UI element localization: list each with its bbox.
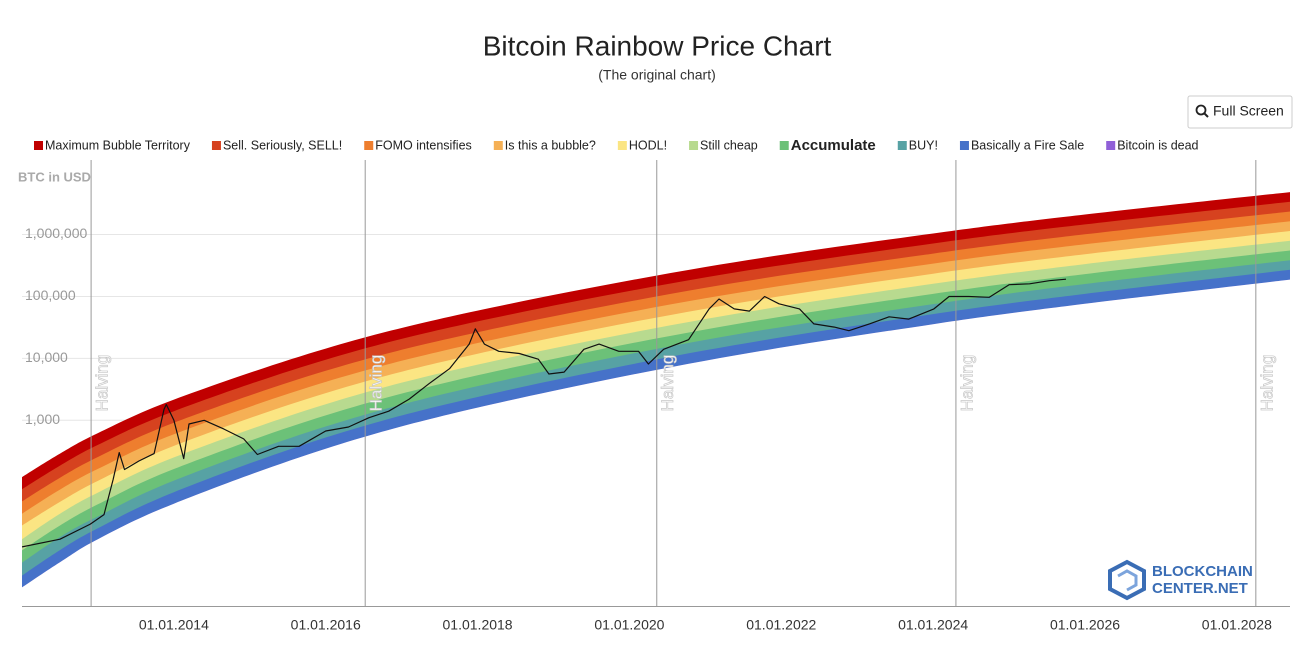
x-tick-label: 01.01.2024 [898,617,968,633]
legend-swatch [689,141,699,150]
legend-label: Maximum Bubble Territory [45,138,191,152]
legend-label: Is this a bubble? [505,138,596,152]
legend-swatch [1106,141,1116,150]
legend-swatch [897,141,907,150]
legend-label: FOMO intensifies [375,138,472,152]
legend-label: Basically a Fire Sale [971,138,1084,152]
chart-title: Bitcoin Rainbow Price Chart [483,30,832,61]
chart-subtitle: (The original chart) [598,67,716,83]
halving-label: Halving [957,355,976,412]
x-tick-label: 01.01.2016 [291,617,361,633]
y-tick-label: 100,000 [25,287,76,303]
logo-icon-inner [1117,569,1138,592]
legend-swatch [959,141,969,150]
legend-swatch [34,141,43,150]
legend-label: Sell. Seriously, SELL! [223,138,342,152]
legend-label: Accumulate [791,137,876,154]
legend-label: Bitcoin is dead [1117,138,1198,152]
y-axis-title: BTC in USD [18,169,91,184]
legend-swatch [493,141,503,150]
legend-label: HODL! [629,138,667,152]
legend-swatch [617,141,627,150]
legend-swatch [211,141,221,150]
logo-text: CENTER.NET [1152,580,1248,597]
y-tick-label: 10,000 [25,349,68,365]
logo-text: BLOCKCHAIN [1152,563,1253,580]
price-line [22,278,1067,548]
x-tick-label: 01.01.2018 [443,617,513,633]
button-label[interactable]: Full Screen [1213,103,1284,119]
legend-label: BUY! [909,138,938,152]
x-tick-label: 01.01.2028 [1202,617,1272,633]
x-tick-label: 01.01.2022 [746,617,816,633]
x-tick-label: 01.01.2020 [594,617,664,633]
y-tick-label: 1,000,000 [25,225,87,241]
full-screen-button[interactable]: Full Screen [1187,95,1293,129]
zoom-icon[interactable] [1195,104,1207,116]
plot-area: Halving Halving Halving Halving Halving [22,160,1290,606]
x-tick-label: 01.01.2026 [1050,617,1120,633]
logo-icon [1108,559,1146,601]
halving-label: Halving [367,355,386,412]
halving-label: Halving [658,355,677,412]
legend-label: Still cheap [700,138,758,152]
legend-swatch [364,141,374,150]
x-tick-label: 01.01.2014 [139,617,209,633]
button-frame[interactable] [1187,95,1293,129]
zoom-icon-handle[interactable] [1203,112,1209,118]
halving-label: Halving [1257,355,1276,412]
legend-swatch [779,141,789,150]
band-floor [22,279,1290,606]
halving-label: Halving [93,355,112,412]
y-tick-label: 1,000 [25,411,60,427]
